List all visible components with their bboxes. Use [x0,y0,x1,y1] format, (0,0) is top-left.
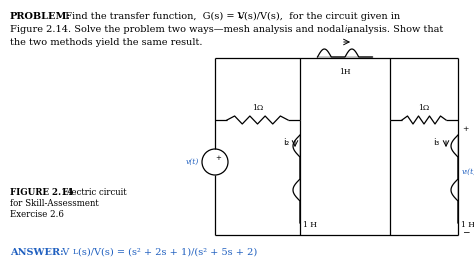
Text: V: V [56,248,69,257]
Text: FIGURE 2.14: FIGURE 2.14 [10,188,73,197]
Text: (s)/V(s),  for the circuit given in: (s)/V(s), for the circuit given in [244,12,400,21]
Text: L: L [73,248,78,256]
Text: i₃: i₃ [433,138,439,147]
Text: +: + [462,125,468,133]
Text: −: − [462,227,470,236]
Text: +: + [215,155,221,161]
Text: v(t): v(t) [186,158,199,166]
Text: ANSWER:: ANSWER: [10,248,64,257]
Text: PROBLEM:: PROBLEM: [10,12,71,21]
Text: $i_1$: $i_1$ [344,24,350,36]
Text: i₂: i₂ [283,138,289,147]
Text: 1H: 1H [339,68,351,76]
Text: 1Ω: 1Ω [252,104,263,112]
Text: 1Ω: 1Ω [419,104,429,112]
Text: 1 H: 1 H [461,221,474,229]
Text: (s)/V(s) = (s² + 2s + 1)/(s² + 5s + 2): (s)/V(s) = (s² + 2s + 1)/(s² + 5s + 2) [78,248,257,257]
Text: vₗ(t): vₗ(t) [462,168,474,176]
Text: Exercise 2.6: Exercise 2.6 [10,210,64,219]
Text: for Skill-Assessment: for Skill-Assessment [10,199,99,208]
Text: Electric circuit: Electric circuit [57,188,127,197]
Text: 1 H: 1 H [303,221,317,229]
Text: the two methods yield the same result.: the two methods yield the same result. [10,38,202,47]
Text: Find the transfer function,  G(s) = V: Find the transfer function, G(s) = V [62,12,245,21]
Text: L: L [238,12,243,20]
Text: Figure 2.14. Solve the problem two ways—mesh analysis and nodal analysis. Show t: Figure 2.14. Solve the problem two ways—… [10,25,443,34]
